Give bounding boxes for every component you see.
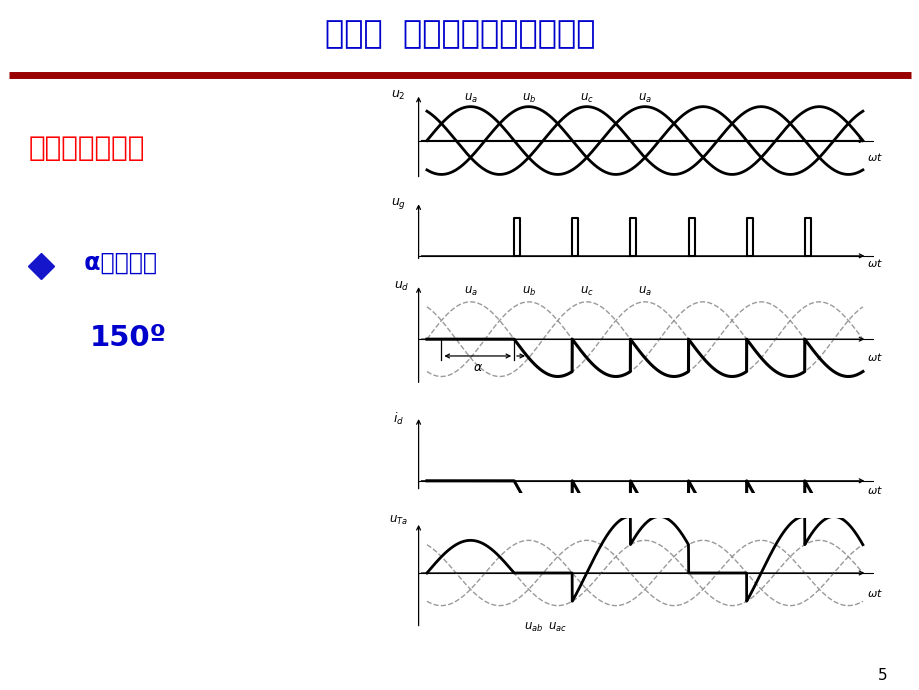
Text: 150º: 150º (89, 324, 166, 352)
Text: $\omega t$: $\omega t$ (867, 587, 882, 600)
Text: $\alpha$: $\alpha$ (472, 361, 482, 374)
Text: $u_a$: $u_a$ (463, 92, 477, 105)
Text: $u_g$: $u_g$ (390, 196, 405, 211)
Text: $u_{ab}$: $u_{ab}$ (523, 621, 542, 634)
Text: $u_c$: $u_c$ (579, 285, 593, 297)
Text: 一．电阻性负载: 一．电阻性负载 (29, 135, 145, 162)
Text: 5: 5 (878, 668, 887, 683)
Text: $i_d$: $i_d$ (392, 411, 403, 427)
Text: $u_b$: $u_b$ (521, 92, 535, 105)
Text: $u_{Ta}$: $u_{Ta}$ (388, 514, 407, 527)
Text: $\omega t$: $\omega t$ (867, 351, 882, 363)
Text: $\omega t$: $\omega t$ (867, 484, 882, 495)
Text: $u_b$: $u_b$ (521, 285, 535, 297)
Text: $u_a$: $u_a$ (637, 285, 652, 297)
Text: $u_a$: $u_a$ (463, 285, 477, 297)
Text: $\omega t$: $\omega t$ (867, 150, 882, 163)
Text: 第二节  三相半波可控整流电路: 第二节 三相半波可控整流电路 (324, 19, 595, 50)
Text: $u_{ac}$: $u_{ac}$ (547, 621, 566, 634)
Text: α移相范围: α移相范围 (76, 251, 157, 275)
Text: $\omega t$: $\omega t$ (867, 257, 882, 269)
Text: $u_2$: $u_2$ (391, 89, 405, 102)
Text: $u_d$: $u_d$ (393, 280, 409, 293)
Text: $u_a$: $u_a$ (637, 92, 652, 105)
Text: $u_c$: $u_c$ (579, 92, 593, 105)
